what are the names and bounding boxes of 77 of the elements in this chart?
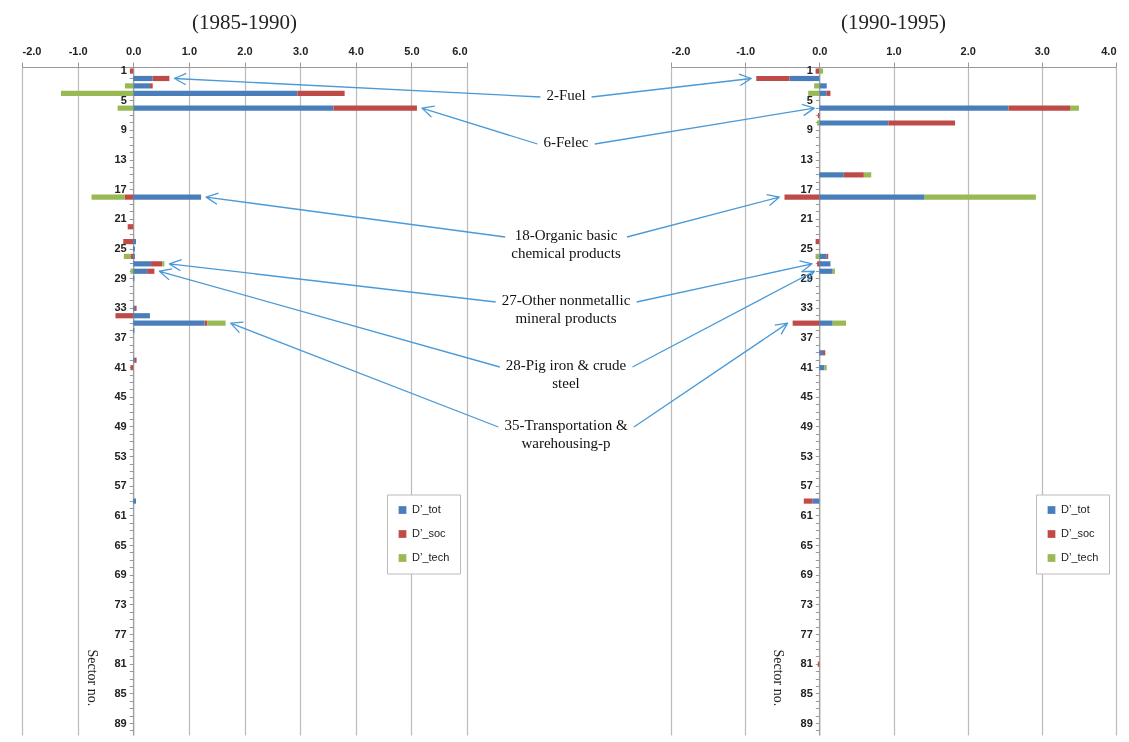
- y-tick-label: 37: [800, 330, 813, 343]
- x-tick-label: 4.0: [348, 44, 364, 57]
- y-tick-label: 21: [114, 212, 127, 225]
- y-tick-label: 85: [114, 686, 127, 699]
- y-tick-label: 61: [114, 508, 127, 521]
- y-tick-label: 13: [114, 153, 127, 166]
- y-tick-label: 81: [114, 657, 127, 670]
- text: 27-Other nonmetallic mineral products: [501, 292, 631, 326]
- y-tick-label: 45: [800, 390, 813, 403]
- x-tick-label: 6.0: [452, 44, 468, 57]
- y-axis-title: Sector no.: [770, 649, 786, 707]
- y-axis-title: Sector no.: [84, 649, 100, 707]
- y-tick-label: 17: [114, 182, 127, 195]
- y-tick-label: 41: [114, 360, 127, 373]
- text: 18-Organic basic chemical products: [511, 227, 621, 261]
- y-tick-label: 33: [114, 301, 127, 314]
- legend-label: D’_tot: [412, 503, 441, 516]
- y-tick-label: 29: [114, 271, 127, 284]
- text: 6-Felec: [543, 134, 589, 150]
- y-tick-label: 5: [806, 93, 813, 106]
- text: 2-Fuel: [546, 87, 586, 103]
- legend-label: D’_tot: [1061, 503, 1090, 516]
- y-tick-label: 41: [800, 360, 813, 373]
- y-tick-label: 61: [800, 508, 813, 521]
- y-tick-label: 73: [114, 597, 127, 610]
- legend-label: D’_soc: [1061, 527, 1096, 540]
- x-tick-label: 0.0: [126, 44, 142, 57]
- y-tick-label: 89: [800, 716, 813, 729]
- x-tick-label: 3.0: [292, 44, 309, 57]
- x-tick-label: -1.0: [736, 44, 756, 57]
- y-tick-label: 9: [120, 123, 127, 136]
- x-tick-label: 2.0: [237, 44, 253, 57]
- y-tick-label: 1: [806, 64, 813, 77]
- y-tick-label: 65: [800, 538, 813, 551]
- x-tick-label: -1.0: [68, 44, 88, 57]
- y-tick-label: 9: [806, 123, 813, 136]
- x-tick-label: 3.0: [1034, 44, 1050, 57]
- chart-title: (1985-1990): [192, 10, 297, 34]
- y-tick-label: 85: [800, 686, 813, 699]
- y-tick-label: 49: [800, 419, 813, 432]
- y-tick-label: 25: [800, 242, 813, 255]
- text: 28-Pig iron & crude steel: [505, 357, 627, 391]
- y-tick-label: 69: [800, 568, 813, 581]
- y-tick-label: 25: [114, 242, 127, 255]
- y-tick-label: 57: [800, 479, 813, 492]
- y-tick-label: 69: [114, 568, 127, 581]
- y-tick-label: 53: [800, 449, 813, 462]
- x-tick-label: 0.0: [812, 44, 828, 57]
- legend-label: D’_soc: [412, 527, 447, 540]
- x-tick-label: -2.0: [671, 44, 691, 57]
- chart-title: (1990-1995): [841, 10, 946, 34]
- y-tick-label: 33: [800, 301, 813, 314]
- y-tick-label: 49: [114, 419, 127, 432]
- x-tick-label: 1.0: [886, 44, 902, 57]
- x-tick-label: 1.0: [181, 44, 198, 57]
- y-tick-label: 45: [114, 390, 127, 403]
- y-tick-label: 77: [114, 627, 127, 640]
- y-tick-label: 81: [800, 657, 813, 670]
- y-tick-label: 21: [800, 212, 813, 225]
- legend-label: D’_tech: [412, 551, 450, 564]
- y-tick-label: 17: [800, 182, 813, 195]
- y-tick-label: 57: [114, 479, 127, 492]
- y-tick-label: 13: [800, 153, 813, 166]
- legend-label: D’_tech: [1061, 551, 1099, 564]
- x-tick-label: 5.0: [404, 44, 420, 57]
- y-tick-label: 5: [120, 93, 127, 106]
- y-tick-label: 73: [800, 597, 813, 610]
- x-tick-label: -2.0: [22, 44, 42, 57]
- x-tick-label: 2.0: [960, 44, 976, 57]
- y-tick-label: 89: [114, 716, 127, 729]
- x-tick-label: 4.0: [1101, 44, 1117, 57]
- text: 35-Transportation & warehousing-p: [504, 417, 628, 451]
- y-tick-label: 1: [120, 64, 127, 77]
- y-tick-label: 77: [800, 627, 813, 640]
- y-tick-label: 65: [114, 538, 127, 551]
- y-tick-label: 53: [114, 449, 127, 462]
- y-tick-label: 37: [114, 330, 127, 343]
